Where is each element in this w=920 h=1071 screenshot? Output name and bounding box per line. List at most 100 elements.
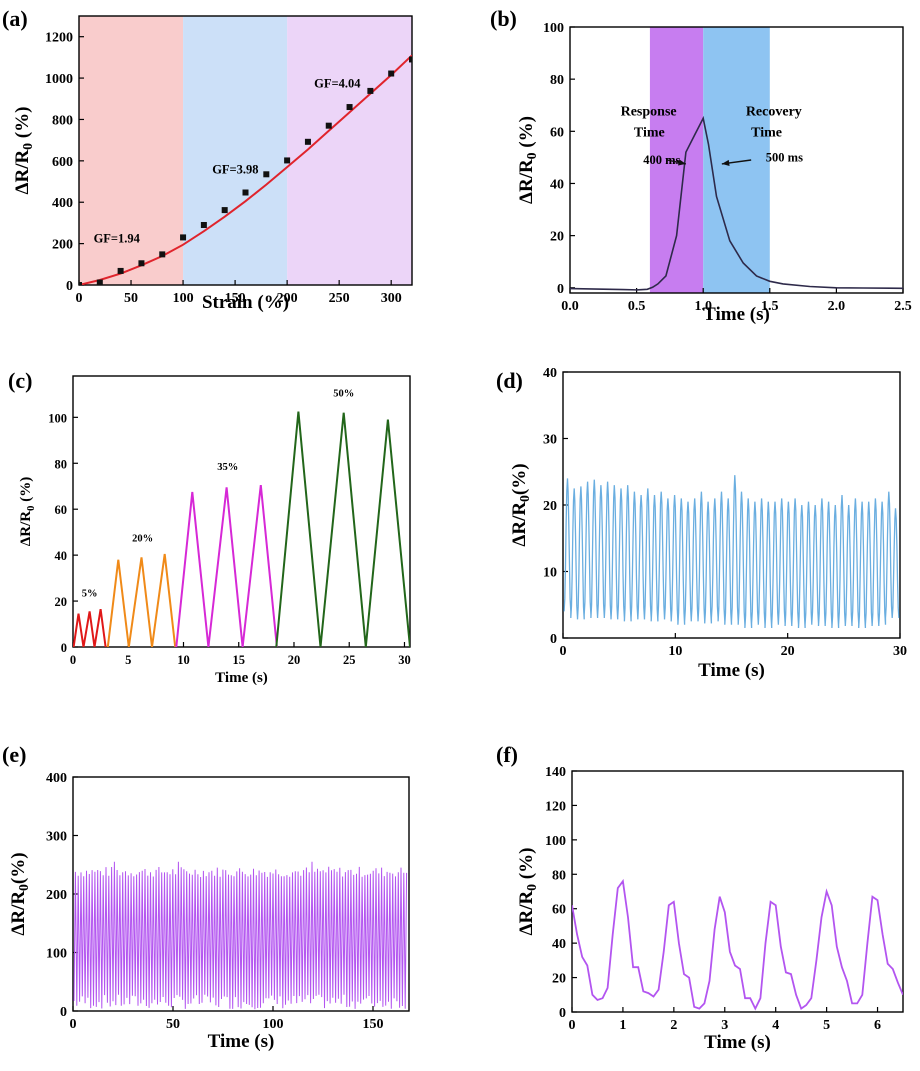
panel-d: 0 10 20 30 0 10 20 30 40 Time (s) ΔR/R0(%) (d): [496, 366, 907, 681]
gauge-factor-label: GF=4.04: [314, 76, 361, 90]
plot-area: [570, 115, 903, 291]
x-tick-label: 1.0: [694, 299, 712, 314]
plot-area: [73, 411, 410, 647]
strain-series-50pct: [275, 411, 410, 647]
data-point: [138, 260, 145, 267]
window-annotation: Time: [634, 126, 665, 141]
gauge-factor-label: GF=3.98: [212, 162, 258, 176]
response-arrow-head: [678, 159, 686, 166]
recovery-window: [703, 27, 770, 293]
x-tick-label: 3: [721, 1018, 728, 1033]
response-curve: [570, 115, 903, 291]
data-point: [388, 70, 395, 77]
signal-line: [73, 861, 408, 1010]
y-tick-label: 20: [543, 499, 557, 514]
y-tick-label: 40: [543, 366, 557, 381]
x-tick-label: 300: [381, 291, 402, 306]
window-annotation: Response: [621, 105, 677, 120]
data-point: [346, 104, 353, 111]
x-tick-label: 150: [363, 1017, 384, 1032]
x-tick-label: 30: [398, 653, 411, 667]
y-tick-label: 20: [550, 230, 564, 245]
x-tick-label: 150: [225, 291, 246, 306]
strain-level-label: 50%: [333, 389, 354, 400]
axes-frame: [569, 26, 904, 294]
data-point: [159, 251, 166, 258]
signal-line: [572, 878, 903, 1011]
y-tick-label: 60: [552, 903, 566, 918]
y-tick-label: 30: [543, 433, 557, 448]
y-tick-label: 60: [550, 125, 564, 140]
x-tick-label: 200: [277, 291, 298, 306]
x-axis-label: Time (s): [208, 1031, 275, 1052]
y-tick-label: 80: [552, 868, 566, 883]
y-tick-label: 1000: [45, 72, 73, 87]
data-point: [96, 279, 103, 285]
data-point: [325, 122, 332, 129]
x-tick-label: 4: [772, 1018, 779, 1033]
y-tick-label: 200: [52, 238, 73, 253]
y-tick-label: 800: [52, 113, 73, 128]
y-tick-label: 1200: [45, 31, 73, 46]
y-tick-label: 0: [559, 1006, 566, 1021]
x-tick-label: 5: [823, 1018, 830, 1033]
window-annotation: Recovery: [746, 105, 802, 120]
plot-area: [563, 475, 900, 629]
y-axis-label: ΔR/R0 (%): [516, 116, 539, 204]
data-point: [200, 221, 207, 228]
panel-label: (a): [2, 6, 28, 31]
x-tick-label: 2.5: [894, 299, 912, 314]
y-tick-label: 20: [55, 595, 68, 609]
axes-frame: [78, 15, 413, 286]
y-tick-label: 100: [545, 834, 566, 849]
panel-b: 0.0 0.5 1.0 1.5 2.0 2.5 0 20 40 60 80 100 Time (s) ΔR…: [490, 6, 912, 325]
x-axis-label: Time (s): [704, 1032, 771, 1053]
y-tick-label: 40: [550, 177, 564, 192]
y-tick-label: 0: [66, 279, 73, 294]
data-point: [304, 138, 311, 145]
y-axis-label: ΔR/R0 (%): [18, 477, 37, 546]
data-point: [221, 207, 228, 214]
data-point: [409, 56, 412, 63]
data-point: [79, 282, 82, 285]
gauge-factor-label: GF=1.94: [94, 232, 141, 246]
panel-c: 0 5 10 15 20 25 30 0 20 40 60 80 100 Time (s) ΔR/R0 (%…: [8, 368, 411, 686]
x-tick-label: 100: [263, 1017, 284, 1032]
panel-label: (e): [2, 742, 26, 767]
x-tick-label: 5: [125, 653, 131, 667]
y-tick-label: 100: [48, 411, 67, 425]
x-tick-label: 50: [166, 1017, 180, 1032]
x-tick-label: 100: [173, 291, 194, 306]
strain-series-20pct: [106, 553, 177, 647]
data-point: [284, 157, 291, 164]
panel-e: 0 50 100 150 0 100 200 300 400 Time (s) ΔR/R0(%) (e…: [2, 742, 410, 1052]
x-tick-label: 1: [619, 1018, 626, 1033]
panel-label: (f): [496, 742, 518, 767]
y-tick-label: 40: [552, 937, 566, 952]
data-point: [242, 189, 249, 196]
strain-series-35pct: [175, 484, 278, 647]
plot-area: [79, 54, 412, 285]
x-axis-label: Time (s): [703, 304, 770, 325]
data-point: [367, 87, 374, 94]
signal-line: [563, 475, 900, 629]
y-tick-label: 600: [52, 155, 73, 170]
data-point: [263, 171, 270, 178]
x-tick-label: 0: [70, 653, 76, 667]
response-window: [649, 27, 704, 293]
y-tick-label: 200: [46, 888, 67, 903]
strain-region-1: [183, 16, 288, 285]
x-tick-label: 20: [781, 644, 795, 659]
strain-region-0: [79, 16, 184, 285]
data-point: [117, 267, 124, 274]
x-axis-label: Time (s): [215, 670, 268, 686]
strain-series-5pct: [73, 608, 107, 647]
x-tick-label: 2.0: [828, 299, 846, 314]
y-tick-label: 400: [46, 771, 67, 786]
y-tick-label: 100: [46, 947, 67, 962]
y-tick-label: 40: [55, 549, 68, 563]
x-tick-label: 6: [874, 1018, 881, 1033]
strain-level-label: 5%: [82, 588, 98, 599]
